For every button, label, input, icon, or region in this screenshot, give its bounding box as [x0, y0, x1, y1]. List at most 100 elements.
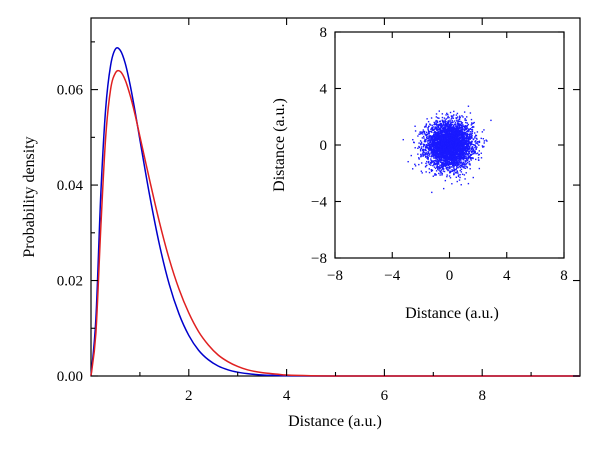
scatter-point: [452, 157, 455, 160]
scatter-point: [439, 124, 442, 127]
scatter-point: [423, 137, 425, 139]
density-series-line-2: [90, 69, 580, 377]
scatter-point: [458, 118, 461, 120]
scatter-point: [443, 135, 445, 137]
scatter-point: [445, 120, 447, 123]
scatter-point: [455, 151, 457, 153]
scatter-point: [464, 141, 467, 143]
scatter-point: [463, 174, 466, 176]
scatter-point: [467, 144, 469, 147]
scatter-point: [464, 117, 466, 120]
scatter-point: [440, 161, 442, 164]
scatter-point: [456, 163, 459, 165]
scatter-point: [471, 146, 474, 148]
scatter-point: [462, 134, 464, 136]
scatter-point: [449, 150, 451, 152]
scatter-point: [431, 137, 433, 139]
scatter-point: [446, 148, 448, 150]
scatter-point: [467, 156, 469, 159]
scatter-point: [422, 133, 424, 135]
scatter-point: [445, 126, 447, 128]
scatter-point: [458, 155, 461, 157]
scatter-point: [435, 116, 438, 118]
main-x-tick-label: 2: [185, 388, 193, 404]
scatter-point: [447, 115, 449, 118]
scatter-point: [471, 151, 473, 154]
scatter-point: [461, 162, 463, 164]
scatter-point: [449, 136, 452, 139]
scatter-point: [467, 182, 470, 185]
scatter-point: [465, 134, 467, 136]
scatter-point: [441, 141, 444, 144]
scatter-point: [420, 142, 422, 145]
scatter-point: [450, 149, 452, 151]
scatter-point: [440, 155, 443, 157]
scatter-point: [469, 147, 471, 150]
scatter-point: [441, 159, 443, 161]
scatter-point: [461, 157, 464, 160]
scatter-point: [427, 132, 429, 135]
inset-x-ticks: −8 −4 0 4 8: [327, 32, 568, 284]
scatter-point: [442, 164, 444, 166]
scatter-point: [424, 146, 427, 149]
scatter-point: [443, 164, 445, 167]
scatter-point: [442, 147, 444, 149]
scatter-point: [428, 137, 430, 139]
scatter-point: [475, 148, 477, 150]
scatter-point: [449, 163, 451, 166]
scatter-point: [455, 146, 458, 148]
scatter-point: [464, 119, 466, 121]
scatter-point: [434, 172, 436, 175]
scatter-point: [455, 130, 458, 133]
scatter-point: [443, 144, 446, 146]
scatter-point: [470, 153, 472, 156]
scatter-point: [432, 129, 434, 132]
scatter-point: [425, 143, 428, 146]
scatter-point: [461, 165, 463, 167]
inset-y-tick-label: 8: [320, 25, 328, 41]
scatter-point: [453, 120, 456, 122]
scatter-point: [449, 130, 451, 133]
scatter-point: [450, 152, 452, 154]
scatter-point: [433, 161, 436, 164]
scatter-point: [464, 161, 467, 163]
scatter-point: [435, 170, 438, 172]
scatter-point: [469, 145, 471, 148]
scatter-point: [467, 148, 469, 151]
scatter-point: [440, 127, 442, 129]
scatter-point: [437, 141, 439, 143]
scatter-point: [448, 140, 451, 142]
scatter-point: [478, 141, 481, 144]
scatter-point: [446, 137, 448, 139]
scatter-point: [450, 115, 453, 117]
scatter-point: [467, 141, 469, 143]
scatter-point: [429, 123, 431, 125]
scatter-point: [457, 129, 459, 132]
scatter-point: [432, 164, 434, 167]
scatter-point: [454, 146, 456, 149]
scatter-point: [447, 148, 449, 150]
scatter-point: [438, 166, 440, 168]
scatter-point: [449, 145, 451, 147]
scatter-point: [434, 151, 436, 153]
scatter-point: [441, 146, 443, 149]
inset-y-ticks: −8 −4 0 4 8: [311, 25, 564, 267]
scatter-point: [456, 159, 458, 162]
scatter-point: [466, 143, 468, 145]
scatter-point: [452, 146, 454, 148]
scatter-point: [471, 129, 474, 131]
scatter-point: [454, 139, 456, 141]
scatter-point: [442, 155, 444, 158]
scatter-point: [442, 155, 445, 157]
scatter-point: [459, 153, 461, 155]
scatter-point: [448, 149, 451, 151]
scatter-point: [465, 153, 467, 156]
scatter-point: [468, 155, 471, 158]
scatter-point: [458, 126, 461, 129]
scatter-point: [463, 163, 465, 166]
scatter-point: [466, 144, 468, 147]
scatter-point: [436, 120, 439, 122]
scatter-point: [457, 140, 459, 142]
scatter-point: [453, 151, 455, 154]
scatter-point: [443, 146, 445, 148]
